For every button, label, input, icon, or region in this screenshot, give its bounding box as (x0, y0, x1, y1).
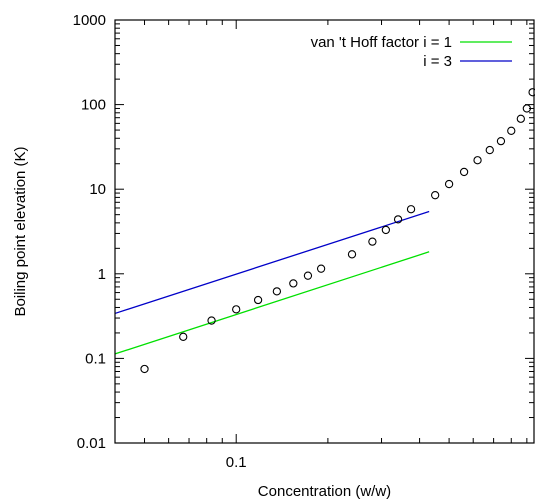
data-point-21 (516, 114, 525, 123)
data-point-18 (485, 145, 494, 155)
series-line-0 (114, 251, 430, 355)
data-point-14 (431, 191, 440, 200)
data-point-2 (207, 316, 216, 325)
data-point-19 (496, 136, 506, 146)
data-point-15 (444, 179, 454, 189)
x-tick-label: 0.1 (226, 454, 247, 471)
y-tick-label: 0.1 (85, 350, 106, 367)
legend: van 't Hoff factor i = 1 i = 3 (311, 34, 512, 70)
y-tick-label: 100 (81, 97, 106, 114)
data-point-4 (253, 295, 263, 305)
data-point-20 (507, 126, 516, 135)
plot-frame (114, 19, 535, 444)
data-point-5 (272, 287, 282, 296)
y-tick-label: 0.01 (77, 435, 106, 452)
y-tick-label: 1 (98, 266, 106, 283)
plot-marks (114, 88, 535, 374)
data-point-13 (406, 205, 416, 214)
legend-label-0: van 't Hoff factor i = 1 (311, 34, 452, 51)
data-point-8 (316, 264, 326, 273)
x-axis-title: Concentration (w/w) (258, 483, 391, 500)
y-tick-label: 10 (89, 181, 106, 198)
data-point-12 (393, 215, 403, 224)
data-point-11 (381, 225, 391, 235)
data-point-6 (289, 279, 298, 288)
data-point-10 (368, 237, 377, 246)
data-point-16 (459, 167, 469, 177)
y-axis-title: Boiling point elevation (K) (12, 146, 29, 316)
data-point-7 (303, 271, 313, 280)
data-point-0 (140, 364, 149, 374)
data-point-3 (232, 305, 241, 314)
data-point-23 (528, 88, 535, 97)
data-point-9 (347, 250, 357, 259)
series-line-1 (114, 210, 430, 315)
data-point-17 (473, 156, 482, 165)
y-tick-label: 1000 (73, 12, 106, 29)
data-point-1 (179, 332, 188, 341)
axes (114, 19, 535, 444)
legend-label-1: i = 3 (423, 53, 452, 70)
tick-labels: 0.01 0.1 1 10 100 1000 0.1 (73, 12, 247, 471)
